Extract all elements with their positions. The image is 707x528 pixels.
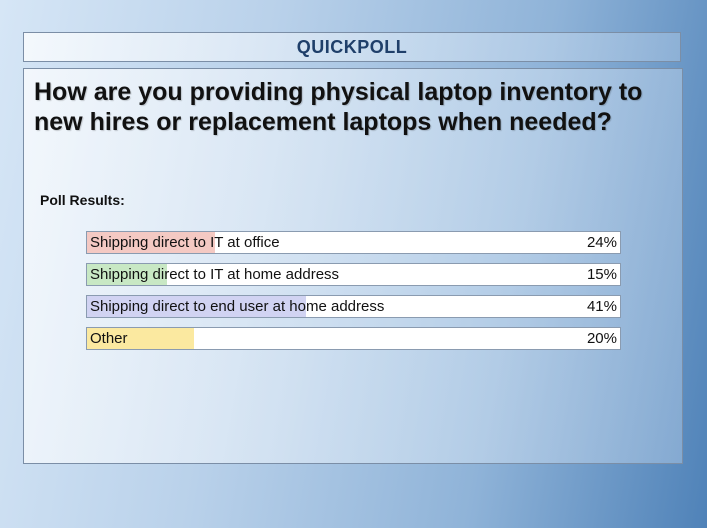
poll-option-row[interactable]: Other 20% (86, 327, 621, 350)
poll-option-label: Shipping direct to IT at office (90, 234, 280, 251)
poll-option-fill (87, 232, 215, 253)
poll-option-label: Shipping direct to end user at home addr… (90, 298, 385, 315)
poll-question: How are you providing physical laptop in… (34, 78, 643, 136)
poll-option-fill (87, 296, 306, 317)
poll-option-row[interactable]: Shipping direct to IT at home address 15… (86, 263, 621, 286)
poll-option-label: Other (90, 330, 128, 347)
header-title: QUICKPOLL (296, 36, 408, 57)
poll-results-label: Poll Results: (40, 192, 125, 208)
poll-option-percent: 24% (586, 234, 617, 251)
poll-option-percent: 41% (586, 298, 617, 315)
poll-option-fill (87, 264, 167, 285)
poll-option-percent: 20% (586, 330, 617, 347)
poll-option-row[interactable]: Shipping direct to end user at home addr… (86, 295, 621, 318)
poll-option-percent: 15% (586, 266, 617, 283)
poll-option-label: Shipping direct to IT at home address (90, 266, 340, 283)
poll-option-row[interactable]: Shipping direct to IT at office 24% (86, 231, 621, 254)
poll-option-fill (87, 328, 194, 349)
poll-panel: How are you providing physical laptop in… (23, 68, 683, 464)
header-box: QUICKPOLL (23, 32, 681, 62)
poll-options-list: Shipping direct to IT at office 24% Ship… (86, 231, 621, 359)
